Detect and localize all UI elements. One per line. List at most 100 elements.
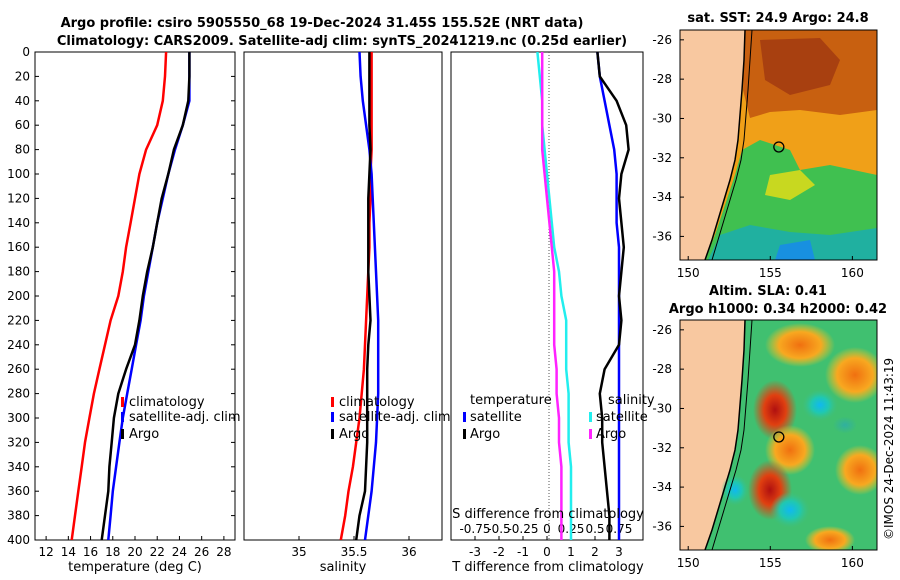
x-tick-label: 3 xyxy=(615,545,623,559)
x-tick-label: -2 xyxy=(493,545,505,559)
salinity-x-ticks: 35 35.5 36 xyxy=(291,536,417,559)
sla-map-title-line1: Altim. SLA: 0.41 xyxy=(709,284,827,299)
difference-top-label: S difference from climatology xyxy=(452,507,644,522)
difference-axes-box xyxy=(450,51,644,541)
map-x-tick-label: 155 xyxy=(759,556,782,570)
map-x-tick-label: 160 xyxy=(841,266,864,280)
legend-label-sal-satellite: satellite xyxy=(596,410,648,425)
salinity-legend: climatology satellite-adj. clim Argo xyxy=(331,395,451,442)
map-y-tick-label: -34 xyxy=(652,190,672,204)
legend-label-argo: Argo xyxy=(339,427,369,442)
legend-swatch-satellite xyxy=(121,412,124,422)
depth-tick-label: 180 xyxy=(7,265,30,279)
sst-hot-core xyxy=(760,38,840,95)
sla-map: Altim. SLA: 0.41 Argo h1000: 0.34 h2000:… xyxy=(652,284,887,570)
legend-swatch-climatology xyxy=(121,397,124,407)
depth-tick-label: 200 xyxy=(7,289,30,303)
legend-title-salinity: salinity xyxy=(608,393,655,408)
legend-swatch-temp-argo xyxy=(463,429,466,439)
x-tick-label: 20 xyxy=(127,545,142,559)
legend-swatch-sal-satellite xyxy=(589,412,592,422)
legend-label-temp-argo: Argo xyxy=(470,427,500,442)
x-tick-label: 14 xyxy=(61,545,76,559)
figure-title-line2: Climatology: CARS2009. Satellite-adj cli… xyxy=(57,34,627,49)
sla-orange-blob xyxy=(825,347,877,403)
map-x-tick-label: 155 xyxy=(759,266,782,280)
x-tick-label: 24 xyxy=(172,545,187,559)
x-tick-label: -1 xyxy=(517,545,529,559)
legend-label-climatology: climatology xyxy=(339,395,415,410)
x-tick-label: 18 xyxy=(105,545,120,559)
depth-tick-label: 20 xyxy=(15,69,30,83)
map-y-tick-label: -26 xyxy=(652,323,672,337)
difference-lines xyxy=(536,52,630,540)
depth-tick-label: 0 xyxy=(22,45,30,59)
map-y-tick-label: -32 xyxy=(652,441,672,455)
top-tick-label: -0.25 xyxy=(507,522,538,536)
sla-orange-blob xyxy=(765,323,835,367)
legend-label-satellite: satellite-adj. clim xyxy=(129,410,241,425)
sla-shelf-contour xyxy=(711,320,753,550)
sla-map-title-line2: Argo h1000: 0.34 h2000: 0.42 xyxy=(669,302,887,317)
x-tick-label: 16 xyxy=(83,545,98,559)
depth-tick-label: 280 xyxy=(7,387,30,401)
sst-blue-patch xyxy=(775,240,815,260)
sla-cyan-blob xyxy=(721,474,749,506)
temperature-legend: climatology satellite-adj. clim Argo xyxy=(121,395,241,442)
sst-shelf-contour xyxy=(711,30,753,260)
depth-tick-label: 300 xyxy=(7,411,30,425)
series-line-argo xyxy=(100,52,191,540)
series-line-salinity-argo xyxy=(540,52,563,540)
x-tick-label: -3 xyxy=(469,545,481,559)
x-tick-label: 12 xyxy=(38,545,53,559)
map-y-tick-label: -34 xyxy=(652,480,672,494)
depth-tick-label: 380 xyxy=(7,509,30,523)
sla-map-frame xyxy=(679,319,878,551)
depth-tick-label: 400 xyxy=(7,533,30,547)
legend-swatch-satellite xyxy=(331,412,334,422)
sla-cyan-blob xyxy=(802,389,838,421)
depth-tick-label: 40 xyxy=(15,94,30,108)
legend-swatch-temp-satellite xyxy=(463,412,466,422)
sla-orange-blob xyxy=(805,526,855,550)
sla-cyan-blob xyxy=(770,492,810,528)
x-tick-label: 1 xyxy=(567,545,575,559)
sla-coastline xyxy=(704,320,746,550)
difference-legend: temperature satellite Argo salinity sate… xyxy=(463,393,655,442)
map-y-tick-label: -30 xyxy=(652,401,672,415)
figure-title-line1: Argo profile: csiro 5905550_68 19-Dec-20… xyxy=(61,16,584,31)
temperature-x-ticks: 12 14 16 18 20 22 24 26 28 xyxy=(38,536,232,559)
temperature-xlabel: temperature (deg C) xyxy=(68,560,202,575)
legend-label-argo: Argo xyxy=(129,427,159,442)
map-y-tick-label: -36 xyxy=(652,229,672,243)
sst-map-title: sat. SST: 24.9 Argo: 24.8 xyxy=(687,11,868,26)
depth-tick-label: 340 xyxy=(7,460,30,474)
temperature-axes-box xyxy=(34,51,236,541)
x-tick-label: 0 xyxy=(543,545,551,559)
salinity-xlabel: salinity xyxy=(320,560,367,575)
sst-coastline xyxy=(704,30,746,260)
map-x-tick-label: 150 xyxy=(677,556,700,570)
sla-teal-blob xyxy=(825,411,865,439)
x-tick-label: 22 xyxy=(150,545,165,559)
x-tick-label: 28 xyxy=(216,545,231,559)
difference-xlabel: T difference from climatology xyxy=(451,560,644,575)
series-line-climatology xyxy=(339,52,373,540)
depth-tick-label: 260 xyxy=(7,362,30,376)
depth-tick-label: 100 xyxy=(7,167,30,181)
depth-tick-label: 60 xyxy=(15,118,30,132)
x-tick-label: 35.5 xyxy=(341,545,368,559)
sst-teal xyxy=(708,225,877,260)
depth-tick-label: 360 xyxy=(7,484,30,498)
legend-label-temp-satellite: satellite xyxy=(470,410,522,425)
difference-panel: -3 -2 -1 0 1 2 3-0.75-0.5-0.25 0 0.25 0.5 0.75 T d… xyxy=(450,51,655,575)
sla-argo-marker xyxy=(773,431,785,443)
map-x-tick-label: 150 xyxy=(677,266,700,280)
temperature-panel: 12 14 16 18 20 22 24 26 28 temperature (deg C) c… xyxy=(34,51,241,575)
map-y-tick-label: -36 xyxy=(652,519,672,533)
legend-label-satellite: satellite-adj. clim xyxy=(339,410,451,425)
map-y-tick-label: -30 xyxy=(652,111,672,125)
sla-red-blob xyxy=(753,380,797,440)
sla-map-ticks: 150 155 160 -26 -28 -30 -32 -34 -36 xyxy=(652,323,863,570)
